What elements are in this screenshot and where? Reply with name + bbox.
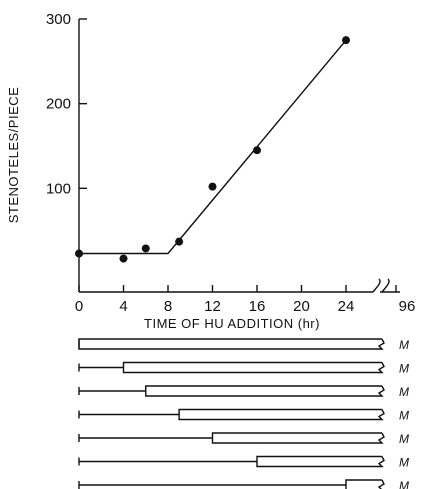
data-points [75,36,350,263]
data-point [141,244,150,253]
x-tick-label: 8 [164,298,172,315]
row-end-label: M [399,409,409,423]
data-point [342,36,350,45]
hu-treatment-bar [256,455,385,468]
fit-line [79,39,347,255]
y-ticks: 100 200 300 [46,11,87,197]
y-tick-label: 300 [46,11,71,28]
row-end-label: M [399,456,409,470]
hu-treatment-bar [78,338,385,350]
x-tick-label: 0 [75,298,83,315]
hu-treatment-bar [145,385,385,397]
row-end-label: M [399,385,409,399]
x-tick-label: 4 [119,298,127,315]
hu-treatment-bar [178,408,385,421]
x-tick-label: 20 [293,298,310,315]
hu-treatment-bar [122,361,385,374]
row-end-label: M [399,479,409,489]
data-point [75,249,83,258]
row-end-label: M [399,362,409,376]
row-end-label: M [399,432,409,446]
y-tick-label: 200 [46,96,71,113]
x-ticks: 0 4 8 12 16 20 24 [75,285,355,315]
data-point [208,182,217,191]
hu-treatment-bar [345,479,385,489]
schedule-row: M [78,338,409,352]
schedule-row: M [78,455,409,470]
axes: 96 [78,18,416,315]
schedule-row: M [78,479,409,489]
data-point [253,146,261,155]
schedule-row: M [78,432,409,446]
x-tick-label: 24 [338,298,355,315]
data-point [175,237,184,246]
x-axis-break [372,278,390,293]
x-tick-label: 96 [399,298,416,315]
schedule-row: M [78,361,409,376]
x-tick-label: 16 [249,298,266,315]
x-axis-label: TIME OF HU ADDITION (hr) [144,316,320,331]
y-tick-label: 100 [46,180,71,197]
x-tick-label: 12 [204,298,221,315]
data-point [119,254,128,263]
hu-treatment-bar [211,432,385,444]
fit-line-group [79,39,347,255]
row-end-label: M [399,338,409,352]
y-axis-label: STENOTELES/PIECE [6,87,21,224]
schedule-row: M [78,408,409,423]
schedule-row: M [78,385,409,399]
